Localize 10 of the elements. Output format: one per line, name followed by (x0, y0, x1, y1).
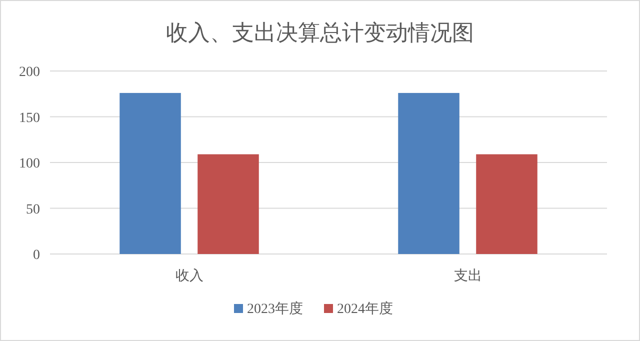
y-tick-label: 200 (19, 65, 40, 80)
y-tick-label: 0 (33, 248, 40, 263)
x-tick-label: 收入 (175, 268, 204, 284)
y-tick-label: 50 (26, 202, 40, 218)
chart-title: 收入、支出决算总计变动情况图 (166, 21, 474, 46)
x-tick-label: 支出 (454, 268, 482, 284)
legend-label: 2023年度 (247, 301, 303, 317)
y-tick-label: 100 (19, 156, 40, 172)
y-tick-label: 150 (19, 110, 40, 126)
legend-label: 2024年度 (337, 301, 393, 317)
